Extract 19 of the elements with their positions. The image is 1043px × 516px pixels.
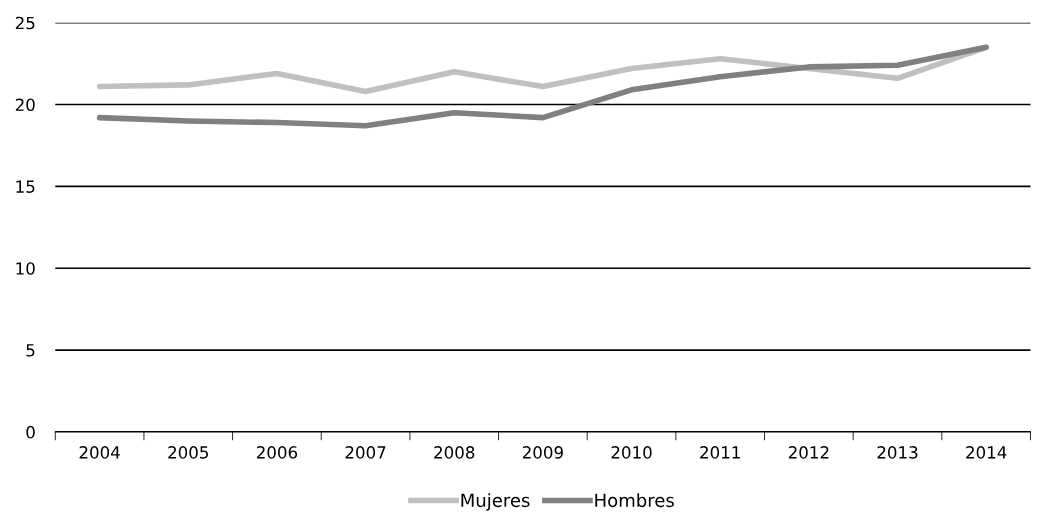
legend-label: Hombres: [595, 493, 674, 508]
y-tick-label: 10: [16, 262, 35, 275]
x-tick-label: 2010: [611, 446, 652, 459]
legend-label: Mujeres: [461, 493, 530, 511]
x-tick-label: 2014: [966, 446, 1007, 459]
x-tick-label: 2007: [345, 446, 386, 459]
y-tick-label: 25: [15, 16, 35, 30]
x-tick-label: 2008: [434, 446, 475, 459]
x-tick-label: 2011: [700, 446, 740, 459]
x-tick-label: 2009: [522, 446, 563, 459]
y-tick-label: 15: [16, 180, 35, 193]
y-tick-label: 20: [15, 98, 35, 112]
x-tick-label: 2005: [168, 446, 209, 459]
x-tick-label: 2004: [79, 446, 120, 459]
x-tick-label: 2006: [256, 446, 298, 459]
y-tick-label: 5: [26, 344, 35, 357]
y-tick-label: 0: [26, 425, 35, 439]
x-tick-label: 2013: [877, 446, 918, 459]
x-tick-label: 2012: [788, 446, 829, 459]
